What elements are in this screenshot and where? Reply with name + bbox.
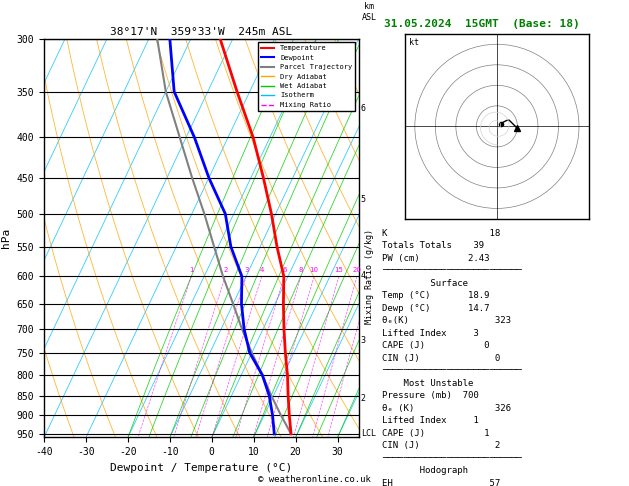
Title: 38°17'N  359°33'W  245m ASL: 38°17'N 359°33'W 245m ASL: [110, 27, 292, 37]
Text: 3: 3: [360, 336, 365, 345]
Y-axis label: hPa: hPa: [1, 228, 11, 248]
Text: 20: 20: [352, 267, 362, 273]
Text: 4: 4: [260, 267, 264, 273]
Text: 2: 2: [223, 267, 228, 273]
Text: © weatheronline.co.uk: © weatheronline.co.uk: [258, 474, 371, 484]
X-axis label: Dewpoint / Temperature (°C): Dewpoint / Temperature (°C): [110, 463, 292, 473]
Text: 5: 5: [360, 195, 365, 204]
Text: km
ASL: km ASL: [362, 2, 377, 22]
Text: Mixing Ratio (g/kg): Mixing Ratio (g/kg): [365, 229, 374, 324]
Text: 10: 10: [309, 267, 319, 273]
Text: 2: 2: [360, 394, 365, 402]
Text: 6: 6: [282, 267, 287, 273]
Text: 8: 8: [299, 267, 303, 273]
Text: 1: 1: [189, 267, 194, 273]
Text: 6: 6: [360, 104, 365, 113]
Text: K                   18
Totals Totals    39
PW (cm)         2.43
────────────────: K 18 Totals Totals 39 PW (cm) 2.43 ─────…: [382, 228, 522, 486]
Legend: Temperature, Dewpoint, Parcel Trajectory, Dry Adiabat, Wet Adiabat, Isotherm, Mi: Temperature, Dewpoint, Parcel Trajectory…: [258, 42, 355, 111]
Text: kt: kt: [409, 38, 419, 47]
Text: LCL: LCL: [360, 429, 376, 438]
Text: 15: 15: [335, 267, 343, 273]
Text: 3: 3: [244, 267, 248, 273]
Text: 4: 4: [360, 271, 365, 280]
Text: 31.05.2024  15GMT  (Base: 18): 31.05.2024 15GMT (Base: 18): [384, 19, 579, 30]
